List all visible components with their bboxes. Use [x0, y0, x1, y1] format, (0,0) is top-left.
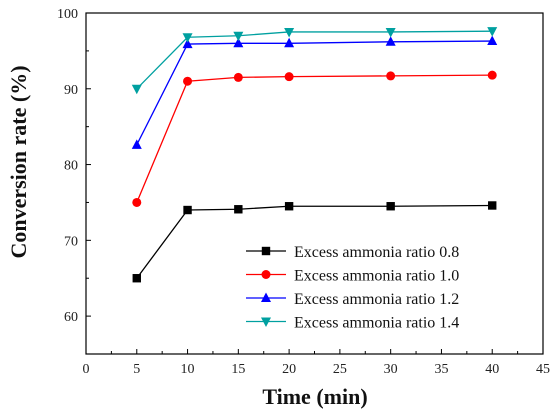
x-tick-label: 15	[231, 362, 245, 377]
data-point	[487, 70, 497, 80]
series-line	[136, 30, 493, 90]
x-tick-label: 10	[181, 362, 195, 377]
data-point	[386, 71, 396, 81]
data-point	[131, 84, 142, 95]
data-point	[487, 35, 498, 46]
legend-marker	[261, 246, 271, 256]
legend-label: Excess ammonia ratio 1.4	[294, 315, 459, 332]
x-tick-label: 0	[83, 362, 90, 377]
data-point	[284, 72, 294, 82]
data-point	[487, 27, 498, 37]
data-point	[284, 27, 295, 38]
legend-marker	[261, 292, 271, 302]
data-point	[131, 139, 142, 149]
x-tick-label: 25	[333, 362, 347, 377]
data-point	[182, 33, 193, 43]
series-line	[136, 204, 493, 279]
x-tick-label: 40	[485, 362, 499, 377]
y-axis-title: Conversion rate (%)	[6, 65, 31, 258]
data-point	[386, 202, 395, 211]
legend-marker	[261, 317, 271, 327]
series-line	[136, 40, 493, 146]
legend-marker	[261, 270, 271, 279]
data-point	[233, 72, 243, 82]
data-point	[183, 76, 193, 86]
y-tick-label: 70	[64, 234, 78, 249]
x-tick-label: 35	[434, 362, 448, 377]
x-tick-label: 30	[384, 362, 398, 377]
y-tick-label: 100	[57, 7, 78, 22]
x-axis-title: Time (min)	[262, 384, 367, 409]
data-point	[132, 274, 141, 283]
y-tick-label: 60	[64, 310, 78, 325]
data-point	[132, 197, 142, 207]
legend-label: Excess ammonia ratio 0.8	[294, 244, 459, 261]
data-point	[182, 38, 193, 49]
data-point	[385, 36, 396, 46]
data-point	[284, 202, 294, 211]
x-tick-label: 20	[282, 362, 296, 377]
series-line	[136, 74, 493, 203]
y-tick-label: 90	[64, 83, 78, 98]
data-point	[234, 205, 243, 214]
data-point	[488, 201, 497, 210]
data-point	[183, 205, 192, 215]
data-point	[233, 37, 244, 48]
data-point	[233, 31, 244, 42]
x-tick-label: 45	[536, 362, 550, 377]
x-tick-label: 5	[133, 362, 140, 377]
y-tick-label: 80	[64, 159, 78, 174]
data-point	[284, 37, 295, 48]
data-point	[385, 27, 396, 38]
legend-label: Excess ammonia ratio 1.0	[294, 268, 459, 285]
legend-label: Excess ammonia ratio 1.2	[294, 291, 459, 308]
